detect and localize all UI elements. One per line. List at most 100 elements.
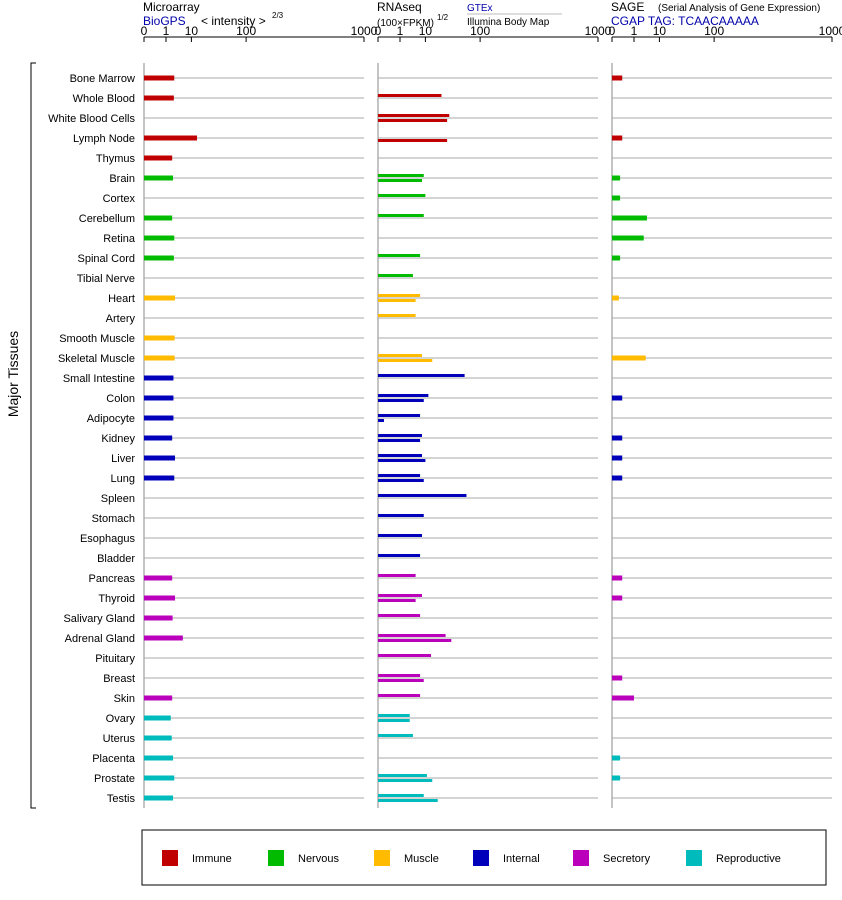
- microarray-bar: [144, 715, 171, 721]
- microarray-bar: [144, 355, 175, 361]
- legend-swatch-nervous: [268, 850, 284, 866]
- sage-subtitle: (Serial Analysis of Gene Expression): [658, 3, 820, 14]
- tissue-label: Bone Marrow: [70, 73, 135, 85]
- sage-bar: [612, 135, 623, 141]
- rnaseq-bar: [378, 299, 416, 302]
- rnaseq-bar: [378, 94, 442, 97]
- tissue-label: Heart: [108, 293, 135, 305]
- rnaseq-bar: [378, 694, 421, 697]
- rnaseq-bar: [378, 399, 424, 402]
- rnaseq-bar: [378, 479, 424, 482]
- legend-label-immune: Immune: [192, 853, 232, 865]
- rnaseq-bar: [378, 654, 432, 657]
- tissue-label: Kidney: [101, 433, 135, 445]
- tissue-label: Adipocyte: [87, 413, 135, 425]
- rnaseq-bar: [378, 139, 448, 142]
- tissue-label: Prostate: [94, 773, 135, 785]
- sage-bar: [612, 355, 646, 361]
- rnaseq-bar: [378, 674, 421, 677]
- microarray-bar: [144, 75, 175, 81]
- sage-bar: [612, 775, 621, 781]
- rnaseq-bar: [378, 514, 424, 517]
- rnaseq-bar: [378, 179, 422, 182]
- tissue-label: Pituitary: [95, 653, 135, 665]
- microarray-bar: [144, 635, 183, 641]
- microarray-bar: [144, 475, 175, 481]
- rnaseq-bar: [378, 574, 416, 577]
- rnaseq-tick-label: 1000: [585, 24, 612, 38]
- sage-bar: [612, 215, 647, 221]
- rnaseq-bar: [378, 414, 421, 417]
- microarray-tick-label: 1: [163, 24, 170, 38]
- rnaseq-bar: [378, 119, 448, 122]
- rnaseq-bar: [378, 254, 421, 257]
- microarray-bar: [144, 215, 173, 221]
- tissue-label: Lymph Node: [73, 133, 135, 145]
- legend-swatch-muscle: [374, 850, 390, 866]
- microarray-bar: [144, 735, 172, 741]
- rnaseq-bar: [378, 799, 438, 802]
- rnaseq-bar: [378, 174, 424, 177]
- rnaseq-bar: [378, 719, 410, 722]
- tissue-label: Retina: [103, 233, 136, 245]
- rnaseq-source-bodymap: Illumina Body Map: [467, 17, 550, 28]
- sage-bar: [612, 455, 623, 461]
- tissue-label: Liver: [111, 453, 135, 465]
- microarray-bar: [144, 615, 173, 621]
- microarray-bar: [144, 415, 174, 421]
- microarray-bar: [144, 435, 173, 441]
- legend-swatch-internal: [473, 850, 489, 866]
- rnaseq-bar: [378, 594, 422, 597]
- rnaseq-bar: [378, 314, 416, 317]
- rnaseq-tick-label: 1: [397, 24, 404, 38]
- sage-bar: [612, 575, 623, 581]
- rnaseq-bar: [378, 434, 422, 437]
- microarray-bar: [144, 595, 176, 601]
- sage-bar: [612, 755, 621, 761]
- microarray-bar: [144, 255, 174, 261]
- legend: Immune Nervous Muscle Internal Secretory Repr…: [162, 850, 781, 866]
- rnaseq-title: RNAseq: [377, 0, 422, 14]
- tissue-bracket: [30, 62, 36, 809]
- y-axis-title: Major Tissues: [5, 331, 21, 417]
- tissue-label: Brain: [109, 173, 135, 185]
- microarray-bar: [144, 575, 173, 581]
- tissue-label: Breast: [103, 673, 135, 685]
- rnaseq-bar: [378, 714, 410, 717]
- tissue-label: Skin: [114, 693, 135, 705]
- microarray-bar: [144, 695, 173, 701]
- rnaseq-bar: [378, 439, 421, 442]
- tissue-label: Esophagus: [80, 533, 136, 545]
- rnaseq-bar: [378, 114, 450, 117]
- tissue-label: Lung: [111, 473, 135, 485]
- sage-bar: [612, 235, 644, 241]
- rnaseq-bar: [378, 194, 426, 197]
- rnaseq-bar: [378, 354, 422, 357]
- legend-label-secretory: Secretory: [603, 853, 651, 865]
- tissue-label: Artery: [106, 313, 136, 325]
- tissue-label: Thymus: [96, 153, 136, 165]
- legend-label-internal: Internal: [503, 853, 540, 865]
- sage-tick-label: 1: [631, 24, 638, 38]
- sage-bar: [612, 435, 623, 441]
- microarray-tick-label: 10: [185, 24, 199, 38]
- rnaseq-tick-label: 100: [470, 24, 490, 38]
- rnaseq-bar: [378, 419, 384, 422]
- rnaseq-bar: [378, 454, 422, 457]
- sage-tick-label: 10: [653, 24, 667, 38]
- sage-bar: [612, 395, 623, 401]
- rnaseq-bar: [378, 639, 452, 642]
- microarray-source: BioGPS: [143, 14, 186, 28]
- microarray-tick-label: 1000: [351, 24, 378, 38]
- microarray-scale-exponent: 2/3: [272, 11, 284, 20]
- tissue-label: White Blood Cells: [48, 113, 135, 125]
- sage-tick-label: 100: [704, 24, 724, 38]
- rnaseq-unit-label: (100×FPKM): [377, 18, 434, 29]
- sage-bar: [612, 195, 621, 201]
- rnaseq-bar: [378, 294, 421, 297]
- tissue-label: Adrenal Gland: [65, 633, 135, 645]
- tissue-label: Colon: [106, 393, 135, 405]
- tissue-label: Smooth Muscle: [59, 333, 135, 345]
- microarray-bar: [144, 95, 174, 101]
- tissue-label: Testis: [107, 793, 136, 805]
